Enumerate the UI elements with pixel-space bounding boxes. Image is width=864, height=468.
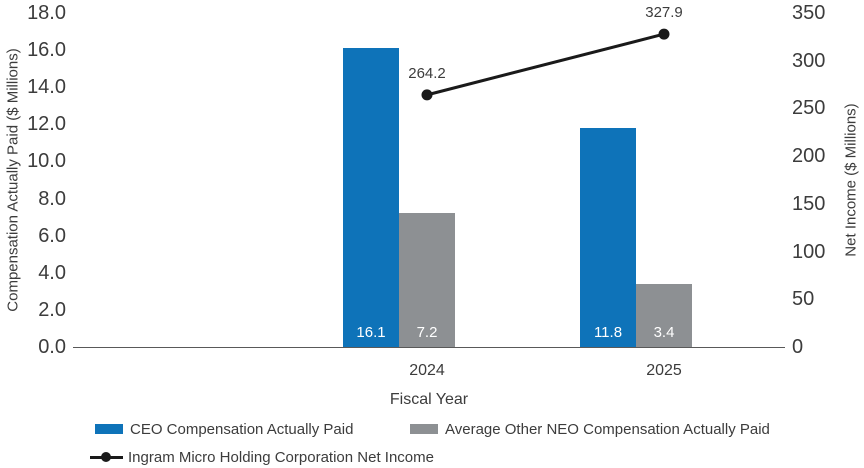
bar-value-label: 11.8 [593, 323, 623, 341]
x-axis-label-2025: 2025 [646, 362, 682, 379]
y-left-tick-label: 2.0 [38, 298, 66, 321]
y-right-tick-label: 100 [792, 240, 826, 263]
x-axis-title: Fiscal Year [389, 391, 469, 408]
y-left-tick-label: 12.0 [27, 113, 66, 136]
legend-label: Average Other NEO Compensation Actually … [445, 420, 770, 438]
ceo-series-swatch [95, 424, 123, 434]
legend-item-net-income: Ingram Micro Holding Corporation Net Inc… [90, 447, 434, 467]
y-left-tick-label: 16.0 [27, 39, 66, 62]
y-right-tick-label: 0 [792, 336, 804, 358]
bar-value-label: 7.2 [416, 323, 438, 341]
y-right-tick-label: 250 [792, 97, 826, 120]
y-left-tick-label: 6.0 [38, 224, 66, 247]
y-right-tick-label: 200 [792, 145, 826, 168]
line-marker-icon [421, 89, 433, 101]
bar-value-label: 3.4 [653, 323, 675, 341]
net-income-line-marker-icon [90, 451, 123, 463]
bar-neo-2024: 7.2 [399, 213, 455, 347]
legend-label: CEO Compensation Actually Paid [130, 420, 354, 438]
y-right-tick-label: 350 [792, 2, 826, 24]
bar-ceo-2024: 16.1 [343, 48, 399, 347]
bar-neo-2025: 3.4 [636, 283, 692, 347]
legend-item-neo: Average Other NEO Compensation Actually … [410, 419, 770, 439]
x-axis-line [73, 347, 785, 348]
y-left-tick-label: 14.0 [27, 76, 66, 99]
net-income-label-2024: 264.2 [408, 64, 446, 82]
legend-label: Ingram Micro Holding Corporation Net Inc… [128, 448, 434, 466]
y-left-tick-label: 10.0 [27, 150, 66, 173]
y-right-tick-label: 300 [792, 49, 826, 72]
y-right-tick-label: 150 [792, 192, 826, 215]
net-income-label-2025: 327.9 [645, 4, 683, 22]
bar-ceo-2025: 11.8 [580, 128, 636, 347]
bar-value-label: 16.1 [356, 323, 386, 341]
neo-series-swatch [410, 424, 438, 434]
line-marker-icon [658, 28, 670, 40]
y-left-tick-label: 8.0 [38, 187, 66, 210]
y-left-tick-label: 4.0 [38, 261, 66, 284]
y-left-tick-label: 18.0 [27, 2, 66, 24]
legend-item-ceo: CEO Compensation Actually Paid [95, 419, 353, 439]
y-left-tick-label: 0.0 [38, 336, 66, 358]
y-right-tick-label: 50 [792, 288, 815, 311]
x-axis-label-2024: 2024 [409, 362, 445, 379]
